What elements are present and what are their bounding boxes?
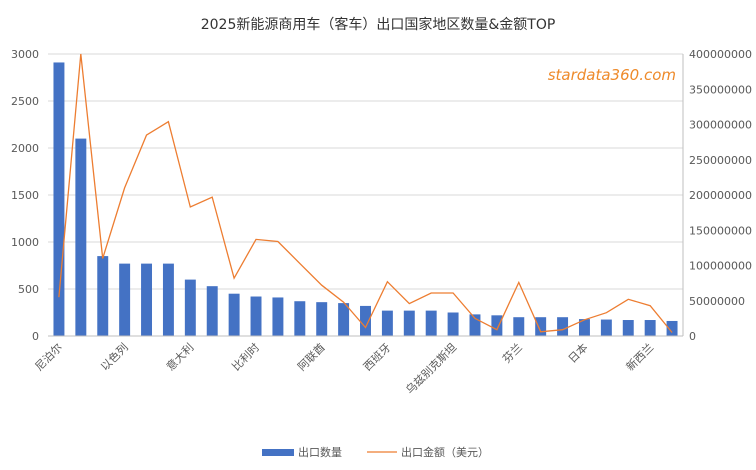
- bar: [578, 319, 590, 336]
- bar: [272, 297, 284, 336]
- right-tick-label: 0: [689, 330, 696, 343]
- right-axis-ticks: 0 50000000 100000000 150000000 200000000 2500…: [689, 48, 752, 343]
- legend-line-label: 出口金额（美元）: [401, 445, 489, 459]
- x-tick-label: 意大利: [163, 340, 196, 373]
- bar: [491, 315, 503, 336]
- gridlines: [48, 53, 683, 290]
- legend-bar-swatch: [262, 449, 294, 456]
- right-tick-label: 100000000: [689, 260, 752, 273]
- chart-title: 2025新能源商用车（客车）出口国家地区数量&金额TOP: [201, 16, 556, 33]
- bar: [141, 263, 153, 336]
- x-tick-label: 乌兹别克斯坦: [403, 340, 460, 397]
- bar: [381, 310, 393, 336]
- bar: [513, 317, 525, 336]
- x-tick-label: 比利时: [230, 341, 263, 374]
- bar: [228, 293, 240, 336]
- watermark-text: stardata360.com: [548, 66, 676, 84]
- x-tick-label: 新西兰: [623, 340, 656, 373]
- bar: [294, 301, 306, 336]
- bar: [666, 320, 678, 336]
- x-tick-label: 以色列: [98, 340, 131, 373]
- bar: [250, 296, 262, 336]
- x-axis-ticks: 尼泊尔 以色列 意大利 比利时 阿联酋 西班牙 乌兹别克斯坦 芬兰 日本 新西兰: [33, 340, 657, 397]
- bar: [644, 320, 656, 336]
- bar: [535, 317, 547, 336]
- x-tick-label: 阿联酋: [295, 340, 328, 373]
- bar: [622, 320, 634, 336]
- left-tick-label: 500: [18, 283, 39, 296]
- legend: 出口数量 出口金额（美元）: [262, 445, 489, 459]
- bar: [184, 279, 196, 336]
- left-axis-ticks: 0 500 1000 1500 2000 2500 3000: [11, 48, 39, 343]
- axes: [48, 54, 684, 337]
- left-tick-label: 2000: [11, 142, 39, 155]
- right-tick-label: 150000000: [689, 224, 752, 237]
- line-series: [58, 53, 673, 333]
- x-tick-label: 西班牙: [361, 341, 394, 374]
- bar: [316, 302, 328, 336]
- bar: [469, 314, 481, 336]
- right-tick-label: 250000000: [689, 154, 752, 167]
- x-tick-label: 尼泊尔: [33, 341, 66, 374]
- bar: [447, 312, 459, 336]
- x-tick-label: 芬兰: [500, 341, 525, 366]
- bar: [119, 263, 131, 336]
- bar: [338, 303, 350, 336]
- bar: [53, 62, 65, 337]
- right-tick-label: 200000000: [689, 189, 752, 202]
- bar: [97, 256, 109, 336]
- legend-bar-label: 出口数量: [298, 445, 342, 459]
- bar: [403, 310, 415, 336]
- left-tick-label: 3000: [11, 48, 39, 61]
- left-tick-label: 2500: [11, 95, 39, 108]
- bar: [600, 319, 612, 336]
- left-tick-label: 1000: [11, 236, 39, 249]
- right-tick-label: 50000000: [689, 295, 745, 308]
- right-tick-label: 350000000: [689, 83, 752, 96]
- bar: [425, 310, 437, 336]
- x-tick-label: 日本: [565, 340, 590, 365]
- bar-series: [53, 62, 678, 337]
- bar: [75, 138, 87, 336]
- bar: [206, 286, 218, 336]
- bar: [360, 305, 371, 336]
- bar: [162, 263, 174, 336]
- left-tick-label: 0: [32, 330, 39, 343]
- bar: [557, 317, 569, 336]
- line-path: [58, 53, 673, 333]
- right-tick-label: 300000000: [689, 119, 752, 132]
- left-tick-label: 1500: [11, 189, 39, 202]
- right-tick-label: 400000000: [689, 48, 752, 61]
